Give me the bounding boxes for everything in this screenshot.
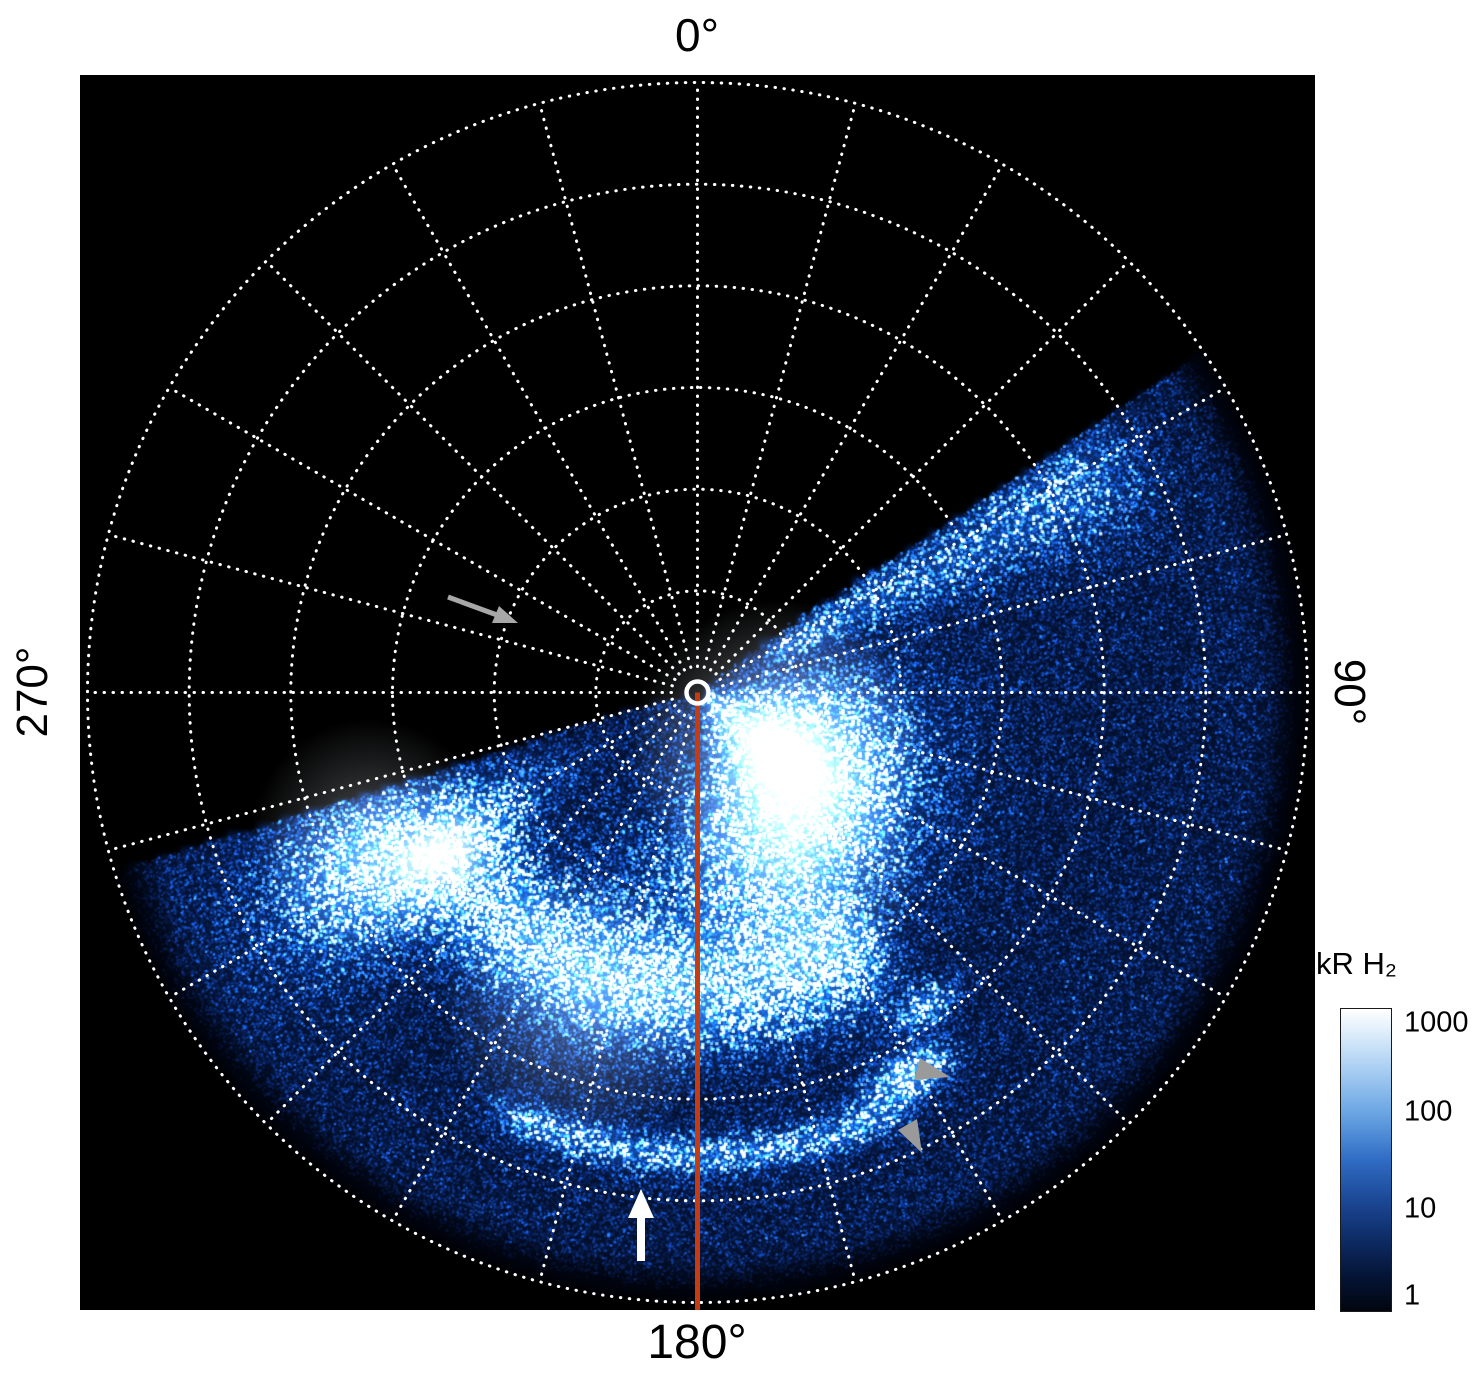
grid-spoke xyxy=(391,162,686,672)
colorbar-tick-1: 1 xyxy=(1404,1279,1421,1312)
grid-spoke xyxy=(718,386,1228,681)
annotation-gray-arrow-upper-left xyxy=(447,594,518,623)
grid-spoke xyxy=(264,709,681,1126)
grid-ring xyxy=(86,81,1309,1304)
grid-spoke xyxy=(167,704,677,999)
grid-spoke xyxy=(167,386,677,681)
angle-label-90: 90° xyxy=(1325,658,1374,726)
colorbar xyxy=(1340,1008,1392,1312)
gray-arrowhead-lower-icon xyxy=(898,1119,922,1153)
grid-spoke xyxy=(702,716,857,1284)
colorbar-tick-1000: 1000 xyxy=(1404,1006,1469,1039)
gray-arrow-shaft xyxy=(447,594,498,618)
grid-spoke xyxy=(391,713,686,1223)
annotation-white-arrow-bottom xyxy=(628,1189,654,1261)
plot-overlay xyxy=(86,81,1309,1310)
grid-ring xyxy=(594,589,801,796)
angle-label-270: 270° xyxy=(8,646,57,738)
polar-plot-area xyxy=(80,75,1315,1310)
grid-spoke xyxy=(714,259,1131,676)
gray-arrow-head xyxy=(492,606,518,623)
grid-spoke xyxy=(721,697,1289,852)
colorbar-tick-10: 10 xyxy=(1404,1192,1437,1225)
colorbar-title: kR H₂ xyxy=(1316,946,1397,981)
angle-label-0: 0° xyxy=(675,9,719,61)
grid-spoke xyxy=(709,713,1004,1223)
grid-ring xyxy=(492,487,903,898)
grid-spoke xyxy=(714,709,1131,1126)
grid-spoke xyxy=(538,716,693,1284)
colorbar-tick-100: 100 xyxy=(1404,1095,1453,1128)
grid-spoke xyxy=(264,259,681,676)
grid-spoke xyxy=(718,704,1228,999)
grid-spoke xyxy=(538,101,693,669)
grid-spoke xyxy=(106,533,674,688)
grid-spoke xyxy=(702,101,857,669)
grid-spoke xyxy=(721,533,1289,688)
gray-arrowhead-right-icon xyxy=(914,1058,950,1080)
white-arrow-head xyxy=(628,1189,654,1218)
grid-spoke xyxy=(709,162,1004,672)
pole-marker xyxy=(684,679,711,706)
grid-spoke xyxy=(106,697,674,852)
angle-label-180: 180° xyxy=(647,1316,747,1369)
grid-ring xyxy=(187,182,1208,1203)
colorbar-gradient xyxy=(1341,1009,1391,1311)
polar-grid xyxy=(86,81,1309,1304)
